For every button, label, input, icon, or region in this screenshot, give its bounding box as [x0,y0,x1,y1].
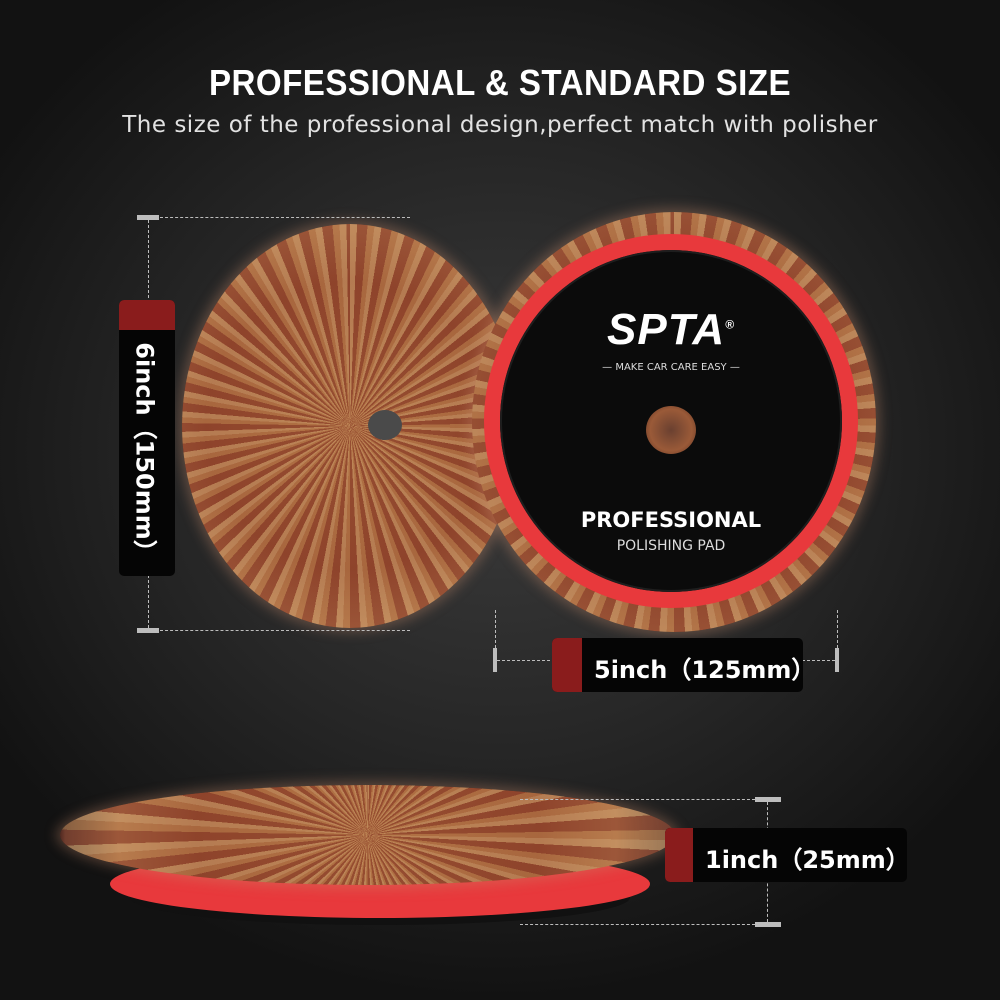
pad-side-fur [60,785,675,885]
pad-center-hole [646,406,696,454]
pad-center-hole [368,410,402,440]
dimension-guide [495,610,496,648]
dimension-tick [493,648,497,672]
thickness-label: 1inch（25mm） [665,828,907,882]
thickness-text: 1inch（25mm） [705,846,907,874]
dimension-guide [520,924,755,925]
dimension-tick [835,648,839,672]
brand-tagline: — MAKE CAR CARE EASY — [602,362,740,373]
dimension-guide [160,217,410,218]
dimension-tick [137,628,159,633]
page-title: PROFESSIONAL & STANDARD SIZE [208,62,792,103]
dimension-guide [160,630,410,631]
outer-diameter-text: 6inch（150mm） [130,342,159,564]
dimension-guide [837,610,838,648]
page-subtitle: The size of the professional design,perf… [122,112,878,138]
pad-label-professional: PROFESSIONAL [580,508,762,532]
dimension-tick [137,215,159,220]
pad-side-view [60,785,675,930]
dimension-tick [755,797,781,802]
brand-logo: SPTA® [607,305,735,354]
pad-black-disc: SPTA® — MAKE CAR CARE EASY — PROFESSIONA… [500,250,842,592]
pad-backing-side: SPTA® — MAKE CAR CARE EASY — PROFESSIONA… [472,212,876,632]
dimension-guide [520,799,755,800]
pad-fur-side [182,224,518,628]
label-accent [552,638,582,692]
label-accent [119,300,175,330]
dimension-tick [755,922,781,927]
outer-diameter-label: 6inch（150mm） [119,300,175,576]
pad-label-polishing: POLISHING PAD [616,538,726,554]
backing-diameter-text: 5inch（125mm） [594,656,803,684]
backing-diameter-label: 5inch（125mm） [552,638,803,692]
label-accent [665,828,693,882]
